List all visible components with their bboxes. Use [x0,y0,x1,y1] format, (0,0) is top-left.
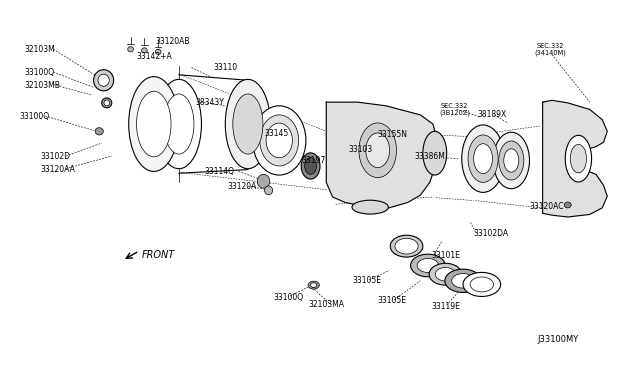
Ellipse shape [301,153,320,179]
Ellipse shape [129,77,179,171]
Ellipse shape [417,259,438,272]
Ellipse shape [310,283,317,288]
Ellipse shape [474,144,493,174]
Ellipse shape [352,200,388,214]
Text: SEC.332
(34140M): SEC.332 (34140M) [535,42,567,56]
Ellipse shape [565,135,591,182]
Text: 33120A: 33120A [227,182,256,190]
Polygon shape [326,102,436,208]
Text: 38343Y: 38343Y [196,98,225,107]
Text: 32103MB: 32103MB [24,81,60,90]
Ellipse shape [253,106,306,175]
Text: FRONT: FRONT [141,250,175,260]
Text: 33145: 33145 [264,129,288,138]
Ellipse shape [564,202,571,208]
Text: 33100Q: 33100Q [24,68,54,77]
Text: 33119E: 33119E [431,302,460,311]
Text: 33110: 33110 [214,63,238,72]
Ellipse shape [257,174,270,188]
Ellipse shape [452,273,474,288]
Ellipse shape [429,263,461,285]
Text: 33120AB: 33120AB [156,38,190,46]
Ellipse shape [102,98,112,108]
Text: 33103: 33103 [349,145,373,154]
Text: 33114Q: 33114Q [205,167,235,176]
Ellipse shape [504,149,519,172]
Ellipse shape [156,79,202,169]
Text: 33105E: 33105E [353,276,381,285]
Text: 33101E: 33101E [431,251,461,260]
Text: 33100Q: 33100Q [273,293,304,302]
Ellipse shape [95,128,103,135]
Text: SEC.332
(3B120Z): SEC.332 (3B120Z) [439,103,470,116]
Ellipse shape [93,70,114,91]
Ellipse shape [98,74,109,86]
Ellipse shape [141,48,147,53]
Text: 33386M: 33386M [414,153,445,161]
Ellipse shape [468,135,498,182]
Text: 33102DA: 33102DA [474,229,509,238]
Ellipse shape [445,269,481,292]
Text: 33120AC: 33120AC [530,202,564,211]
Ellipse shape [164,94,194,154]
Ellipse shape [570,144,587,173]
Ellipse shape [233,94,263,154]
Text: J33100MY: J33100MY [538,335,579,344]
Ellipse shape [136,91,171,157]
Ellipse shape [411,254,445,277]
Text: 32103M: 32103M [24,45,54,54]
Text: 32103MA: 32103MA [308,300,344,309]
Ellipse shape [104,100,109,106]
Ellipse shape [266,123,292,158]
Text: 33102D: 33102D [41,153,71,161]
Text: 33155N: 33155N [377,131,407,140]
Ellipse shape [156,49,161,54]
Ellipse shape [395,238,418,254]
Ellipse shape [260,115,299,166]
Ellipse shape [225,79,271,169]
Text: 33197: 33197 [301,156,326,165]
Ellipse shape [493,132,529,189]
Ellipse shape [463,272,500,296]
Text: 38189X: 38189X [478,110,507,119]
Ellipse shape [499,141,524,180]
Polygon shape [543,100,607,217]
Ellipse shape [359,123,397,177]
Ellipse shape [264,186,273,195]
Text: 33120AA: 33120AA [41,165,76,174]
Ellipse shape [366,133,390,168]
Ellipse shape [461,125,504,192]
Ellipse shape [435,267,456,281]
Ellipse shape [128,47,133,52]
Ellipse shape [423,131,447,175]
Ellipse shape [305,158,317,174]
Text: 33142+A: 33142+A [136,52,172,61]
Ellipse shape [390,235,423,257]
Text: 33105E: 33105E [378,296,406,305]
Ellipse shape [308,281,319,289]
Ellipse shape [470,277,493,292]
Text: 33100Q: 33100Q [19,112,49,121]
